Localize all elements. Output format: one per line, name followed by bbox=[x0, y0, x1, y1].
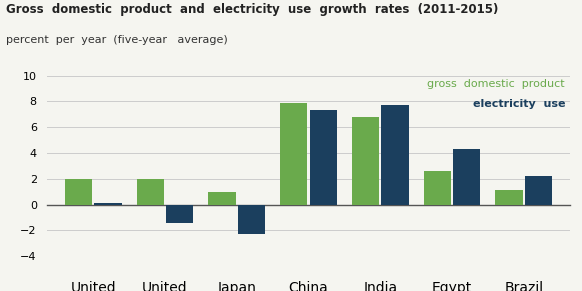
Bar bbox=[238, 205, 265, 234]
Text: gross  domestic  product: gross domestic product bbox=[428, 79, 565, 89]
Bar bbox=[166, 205, 193, 223]
Bar bbox=[381, 105, 409, 205]
Bar bbox=[495, 190, 523, 205]
Bar bbox=[525, 176, 552, 205]
Text: electricity  use: electricity use bbox=[473, 99, 565, 109]
Bar bbox=[453, 149, 480, 205]
Text: Gross  domestic  product  and  electricity  use  growth  rates  (2011-2015): Gross domestic product and electricity u… bbox=[6, 3, 498, 16]
Bar bbox=[352, 117, 379, 205]
Bar bbox=[208, 192, 236, 205]
Bar bbox=[310, 111, 337, 205]
Bar bbox=[65, 179, 92, 205]
Text: percent  per  year  (five-year   average): percent per year (five-year average) bbox=[6, 35, 228, 45]
Bar bbox=[137, 179, 164, 205]
Bar bbox=[280, 103, 307, 205]
Bar bbox=[94, 203, 122, 205]
Bar bbox=[424, 171, 451, 205]
